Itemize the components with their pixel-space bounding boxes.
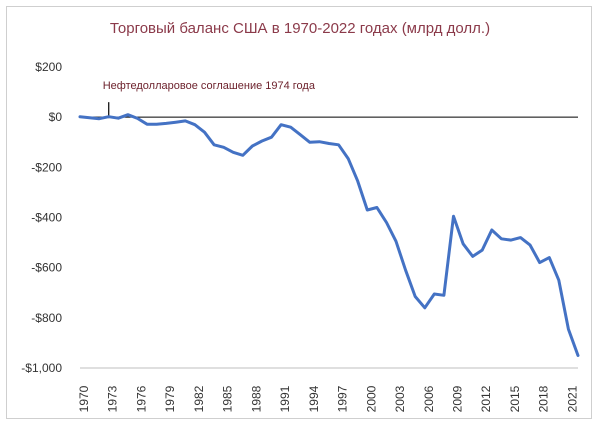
x-tick-label: 1973: [106, 385, 120, 412]
x-tick-label: 2000: [364, 385, 378, 412]
x-tick-label: 2006: [422, 385, 436, 412]
y-tick-label: -$600: [31, 261, 62, 275]
x-tick-label: 1979: [163, 385, 177, 412]
x-tick-label: 2009: [451, 385, 465, 412]
y-tick-label: $0: [49, 110, 63, 124]
x-axis-labels: 1970 1973 1976 1979 1982 1985 1988 1991 1994 1997…: [77, 385, 579, 412]
y-tick-label: -$200: [31, 160, 62, 174]
x-tick-label: 1976: [134, 385, 148, 412]
x-tick-label: 1994: [307, 385, 321, 412]
x-tick-label: 1988: [249, 385, 263, 412]
y-axis-labels: $200 $0 -$200 -$400 -$600 -$800 -$1,000: [21, 60, 62, 375]
y-tick-label: $200: [35, 60, 62, 74]
x-tick-label: 1985: [221, 385, 235, 412]
x-tick-label: 1970: [77, 385, 91, 412]
chart-title: Торговый баланс США в 1970-2022 годах (м…: [109, 20, 491, 37]
x-tick-label: 2012: [479, 385, 493, 412]
y-tick-label: -$800: [31, 311, 62, 325]
y-tick-label: -$1,000: [21, 361, 62, 375]
x-tick-label: 1982: [192, 385, 206, 412]
x-tick-label: 2021: [565, 385, 579, 412]
x-tick-label: 2018: [537, 385, 551, 412]
x-tick-label: 1991: [278, 385, 292, 412]
x-tick-label: 1997: [336, 385, 350, 412]
x-tick-label: 2015: [508, 385, 522, 412]
y-tick-label: -$400: [31, 211, 62, 225]
annotation-text: Нефтедолларовое соглашение 1974 года: [103, 80, 316, 92]
x-tick-label: 2003: [393, 385, 407, 412]
series-line: [78, 113, 580, 357]
chart-frame: [6, 6, 592, 419]
